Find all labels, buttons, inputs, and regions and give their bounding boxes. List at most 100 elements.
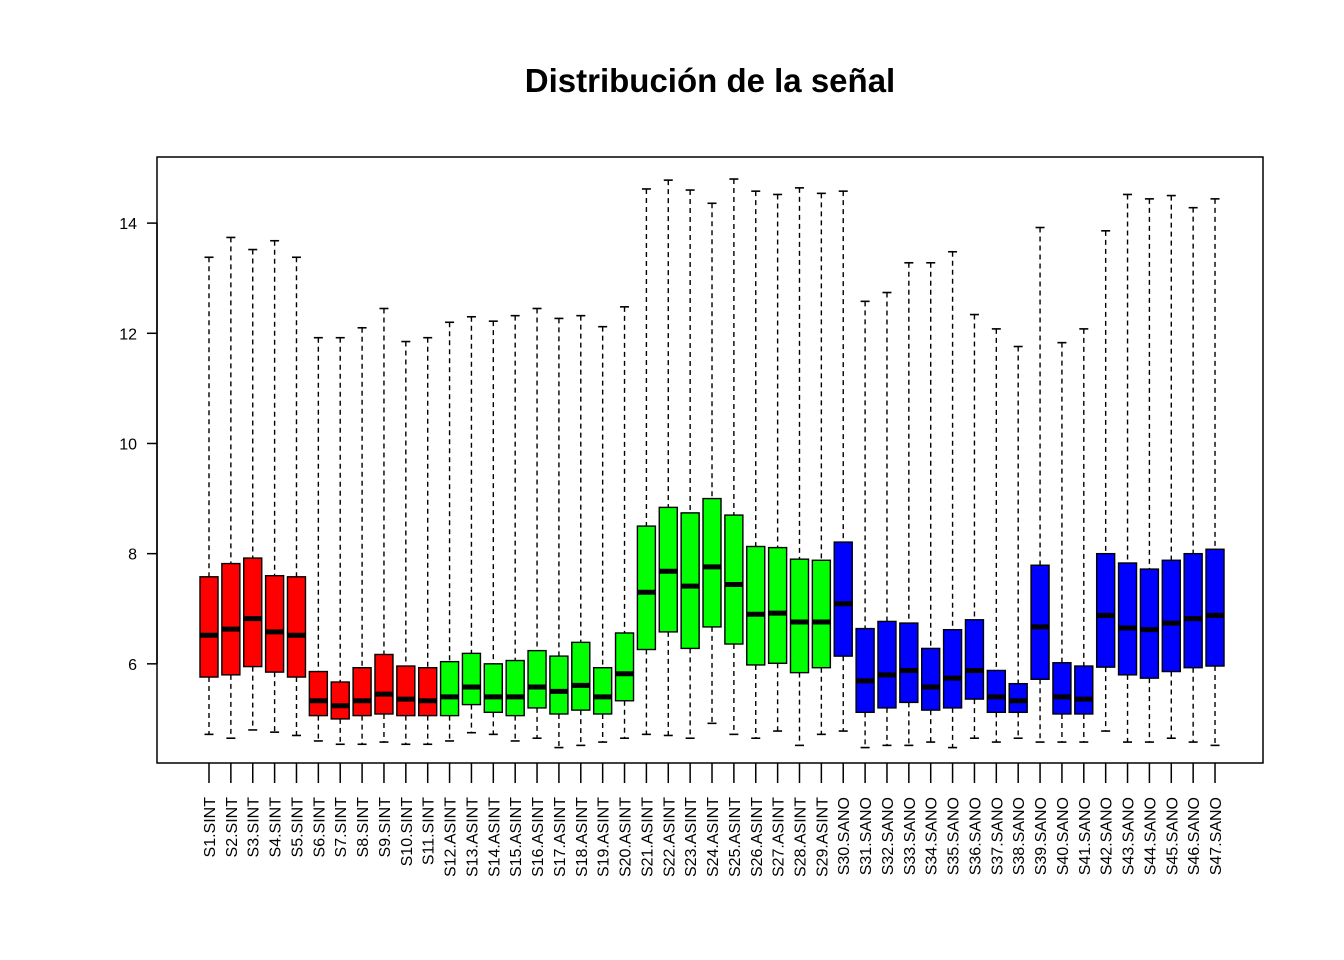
iqr-box — [396, 665, 416, 717]
x-tick-label: S8.SINT — [355, 797, 372, 858]
x-tick-label: S12.ASINT — [443, 797, 460, 877]
iqr-box — [614, 632, 635, 702]
iqr-box — [1161, 559, 1181, 673]
x-tick-label: S39.SANO — [1033, 797, 1050, 875]
iqr-box — [1205, 548, 1225, 667]
boxes — [199, 178, 1225, 749]
box-S27.ASINT — [767, 193, 788, 732]
box-S4.SINT — [264, 239, 285, 733]
box-S28.ASINT — [789, 187, 810, 747]
iqr-box — [1008, 682, 1028, 714]
iqr-box — [767, 546, 788, 664]
x-tick-label: S2.SINT — [224, 797, 241, 858]
box-S13.ASINT — [461, 315, 482, 734]
box-S22.ASINT — [658, 179, 678, 737]
x-tick-label: S44.SANO — [1142, 797, 1159, 875]
x-tick-label: S46.SANO — [1186, 797, 1203, 875]
box-S31.SANO — [855, 300, 875, 749]
chart-title: Distribución de la señal — [525, 62, 895, 99]
box-S14.ASINT — [483, 320, 504, 736]
iqr-box — [549, 655, 569, 715]
iqr-box — [1183, 552, 1203, 669]
x-tick-label: S27.ASINT — [771, 797, 788, 877]
iqr-box — [199, 576, 219, 678]
iqr-box — [330, 681, 350, 720]
x-tick-label: S28.ASINT — [792, 797, 809, 877]
x-tick-label: S15.ASINT — [508, 797, 525, 877]
box-S42.SANO — [1095, 230, 1116, 732]
box-S12.ASINT — [439, 321, 460, 742]
box-S16.ASINT — [527, 307, 547, 740]
x-tick-label: S24.ASINT — [705, 797, 722, 877]
x-tick-label: S41.SANO — [1077, 797, 1094, 875]
iqr-box — [833, 541, 853, 657]
box-S43.SANO — [1117, 193, 1138, 743]
x-axis: S1.SINT S2.SINT S3.SINT S4.SINT S5.SINT S6.SI… — [202, 763, 1225, 877]
x-tick-label: S29.ASINT — [814, 797, 831, 877]
x-tick-label: S13.ASINT — [464, 797, 481, 877]
iqr-box — [439, 660, 460, 717]
x-tick-label: S19.ASINT — [596, 797, 613, 877]
iqr-box — [877, 620, 897, 709]
x-tick-label: S35.SANO — [946, 797, 963, 875]
x-tick-label: S47.SANO — [1208, 797, 1225, 875]
iqr-box — [789, 558, 810, 674]
iqr-box — [636, 525, 657, 651]
iqr-box — [680, 512, 700, 650]
x-tick-label: S17.ASINT — [552, 797, 569, 877]
iqr-box — [352, 666, 372, 717]
x-tick-label: S21.ASINT — [639, 797, 656, 877]
box-S17.ASINT — [549, 317, 569, 749]
x-tick-label: S43.SANO — [1121, 797, 1138, 875]
iqr-box — [942, 628, 963, 709]
box-S20.ASINT — [614, 306, 635, 740]
box-S23.ASINT — [680, 189, 700, 740]
box-S37.SANO — [986, 328, 1007, 743]
box-S33.SANO — [899, 261, 919, 747]
box-S5.SINT — [286, 256, 307, 737]
x-tick-label: S37.SANO — [989, 797, 1006, 875]
box-S29.ASINT — [811, 192, 832, 736]
iqr-box — [461, 652, 482, 706]
x-tick-label: S42.SANO — [1099, 797, 1116, 875]
x-tick-label: S7.SINT — [333, 797, 350, 858]
x-tick-label: S26.ASINT — [749, 797, 766, 877]
x-tick-label: S11.SINT — [421, 797, 438, 865]
x-tick-label: S6.SINT — [311, 797, 328, 858]
y-tick-label: 10 — [119, 436, 137, 453]
box-S1.SINT — [199, 256, 219, 736]
x-tick-label: S31.SANO — [858, 797, 875, 875]
iqr-box — [264, 574, 285, 673]
box-S19.ASINT — [592, 325, 613, 743]
box-S21.ASINT — [636, 188, 657, 736]
x-tick-label: S45.SANO — [1164, 797, 1181, 875]
x-tick-label: S4.SINT — [268, 797, 285, 858]
box-S44.SANO — [1139, 198, 1160, 743]
box-S11.SINT — [418, 336, 438, 746]
x-tick-label: S22.ASINT — [661, 797, 678, 877]
box-S3.SINT — [243, 248, 263, 731]
x-tick-label: S32.SANO — [880, 797, 897, 875]
iqr-box — [483, 663, 504, 714]
iqr-box — [964, 619, 985, 700]
box-S9.SINT — [374, 307, 394, 743]
box-S7.SINT — [330, 336, 350, 746]
box-S26.ASINT — [746, 190, 766, 740]
iqr-box — [921, 647, 941, 711]
iqr-box — [1052, 662, 1072, 715]
x-tick-label: S1.SINT — [202, 797, 219, 858]
iqr-box — [811, 559, 832, 669]
y-axis: 6 8 10 12 14 — [119, 216, 158, 674]
x-tick-label: S3.SINT — [246, 797, 263, 858]
iqr-box — [986, 669, 1007, 714]
iqr-box — [855, 627, 875, 714]
iqr-box — [1030, 564, 1050, 680]
x-tick-label: S23.ASINT — [683, 797, 700, 877]
box-S40.SANO — [1052, 341, 1072, 743]
box-S46.SANO — [1183, 206, 1203, 743]
x-tick-label: S14.ASINT — [486, 797, 503, 877]
iqr-box — [592, 666, 613, 715]
y-tick-label: 6 — [128, 657, 137, 674]
box-S10.SINT — [396, 340, 416, 746]
